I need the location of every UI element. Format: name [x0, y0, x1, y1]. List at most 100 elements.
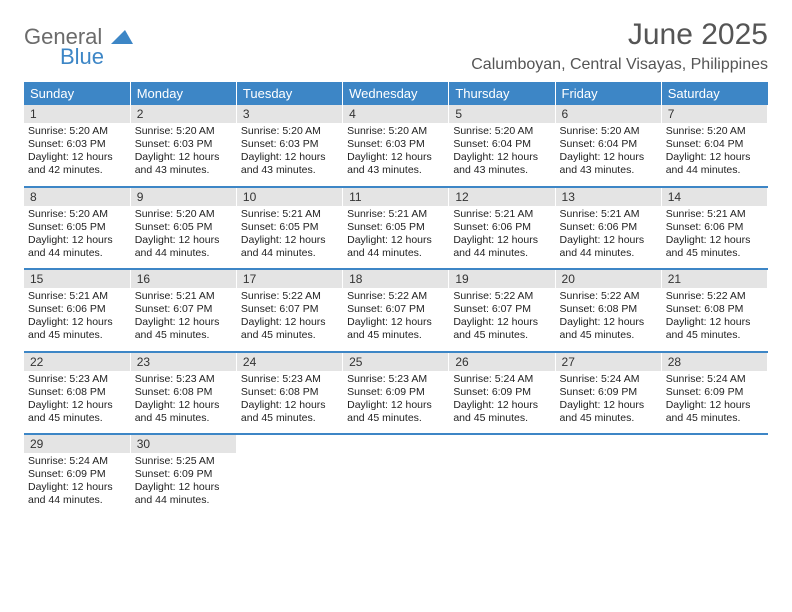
- calendar-day-cell: 11Sunrise: 5:21 AMSunset: 6:05 PMDayligh…: [343, 187, 449, 270]
- sunset-line: Sunset: 6:09 PM: [666, 386, 763, 399]
- sunrise-line: Sunrise: 5:23 AM: [135, 373, 232, 386]
- sunrise-line: Sunrise: 5:25 AM: [135, 455, 232, 468]
- day-number: 6: [556, 105, 661, 123]
- calendar-day-cell: 5Sunrise: 5:20 AMSunset: 6:04 PMDaylight…: [449, 105, 555, 187]
- day-body: Sunrise: 5:21 AMSunset: 6:06 PMDaylight:…: [24, 288, 130, 351]
- sunrise-line: Sunrise: 5:21 AM: [241, 208, 338, 221]
- day-number: 14: [662, 188, 767, 206]
- sunset-line: Sunset: 6:08 PM: [28, 386, 126, 399]
- sunrise-line: Sunrise: 5:20 AM: [666, 125, 763, 138]
- sunset-line: Sunset: 6:03 PM: [135, 138, 232, 151]
- day-body: Sunrise: 5:21 AMSunset: 6:07 PMDaylight:…: [131, 288, 236, 351]
- daylight-line: Daylight: 12 hours and 44 minutes.: [135, 234, 232, 260]
- day-body: Sunrise: 5:20 AMSunset: 6:05 PMDaylight:…: [24, 206, 130, 269]
- day-number: 8: [24, 188, 130, 206]
- sunset-line: Sunset: 6:03 PM: [347, 138, 444, 151]
- daylight-line: Daylight: 12 hours and 45 minutes.: [453, 316, 550, 342]
- daylight-line: Daylight: 12 hours and 45 minutes.: [347, 399, 444, 425]
- sunset-line: Sunset: 6:05 PM: [241, 221, 338, 234]
- calendar-day-cell: 29Sunrise: 5:24 AMSunset: 6:09 PMDayligh…: [24, 434, 130, 516]
- calendar-day-cell: 21Sunrise: 5:22 AMSunset: 6:08 PMDayligh…: [661, 269, 767, 352]
- calendar-day-cell: 3Sunrise: 5:20 AMSunset: 6:03 PMDaylight…: [236, 105, 342, 187]
- day-number: 2: [131, 105, 236, 123]
- day-body: Sunrise: 5:21 AMSunset: 6:05 PMDaylight:…: [237, 206, 342, 269]
- header: General Blue June 2025 Calumboyan, Centr…: [24, 18, 768, 74]
- weekday-header: Wednesday: [343, 82, 449, 105]
- day-body: Sunrise: 5:20 AMSunset: 6:04 PMDaylight:…: [449, 123, 554, 186]
- sunset-line: Sunset: 6:07 PM: [453, 303, 550, 316]
- calendar-day-cell: 1Sunrise: 5:20 AMSunset: 6:03 PMDaylight…: [24, 105, 130, 187]
- sunset-line: Sunset: 6:08 PM: [666, 303, 763, 316]
- calendar-day-cell: 24Sunrise: 5:23 AMSunset: 6:08 PMDayligh…: [236, 352, 342, 435]
- calendar-day-cell: 17Sunrise: 5:22 AMSunset: 6:07 PMDayligh…: [236, 269, 342, 352]
- weekday-header: Friday: [555, 82, 661, 105]
- day-number: 28: [662, 353, 767, 371]
- sunrise-line: Sunrise: 5:21 AM: [560, 208, 657, 221]
- day-number: 30: [131, 435, 236, 453]
- calendar-day-cell: 2Sunrise: 5:20 AMSunset: 6:03 PMDaylight…: [130, 105, 236, 187]
- day-number: 16: [131, 270, 236, 288]
- sunrise-line: Sunrise: 5:22 AM: [347, 290, 444, 303]
- calendar-day-cell: 7Sunrise: 5:20 AMSunset: 6:04 PMDaylight…: [661, 105, 767, 187]
- sunset-line: Sunset: 6:07 PM: [241, 303, 338, 316]
- calendar-day-cell: 12Sunrise: 5:21 AMSunset: 6:06 PMDayligh…: [449, 187, 555, 270]
- day-body: Sunrise: 5:25 AMSunset: 6:09 PMDaylight:…: [131, 453, 236, 516]
- day-number: 13: [556, 188, 661, 206]
- daylight-line: Daylight: 12 hours and 43 minutes.: [241, 151, 338, 177]
- day-body: Sunrise: 5:21 AMSunset: 6:06 PMDaylight:…: [449, 206, 554, 269]
- daylight-line: Daylight: 12 hours and 45 minutes.: [135, 316, 232, 342]
- day-number: 1: [24, 105, 130, 123]
- sunrise-line: Sunrise: 5:21 AM: [453, 208, 550, 221]
- day-number: 7: [662, 105, 767, 123]
- sunrise-line: Sunrise: 5:20 AM: [135, 208, 232, 221]
- sunset-line: Sunset: 6:03 PM: [28, 138, 126, 151]
- day-body: Sunrise: 5:22 AMSunset: 6:07 PMDaylight:…: [449, 288, 554, 351]
- sunset-line: Sunset: 6:03 PM: [241, 138, 338, 151]
- day-number: 23: [131, 353, 236, 371]
- calendar-day-cell: 26Sunrise: 5:24 AMSunset: 6:09 PMDayligh…: [449, 352, 555, 435]
- day-number: 5: [449, 105, 554, 123]
- sunset-line: Sunset: 6:07 PM: [135, 303, 232, 316]
- sunset-line: Sunset: 6:04 PM: [453, 138, 550, 151]
- daylight-line: Daylight: 12 hours and 44 minutes.: [560, 234, 657, 260]
- daylight-line: Daylight: 12 hours and 45 minutes.: [453, 399, 550, 425]
- sunrise-line: Sunrise: 5:24 AM: [666, 373, 763, 386]
- title-block: June 2025 Calumboyan, Central Visayas, P…: [471, 18, 768, 74]
- daylight-line: Daylight: 12 hours and 45 minutes.: [28, 399, 126, 425]
- day-body: Sunrise: 5:21 AMSunset: 6:06 PMDaylight:…: [556, 206, 661, 269]
- sunset-line: Sunset: 6:09 PM: [135, 468, 232, 481]
- sunset-line: Sunset: 6:09 PM: [560, 386, 657, 399]
- calendar-day-cell: [555, 434, 661, 516]
- sunset-line: Sunset: 6:09 PM: [347, 386, 444, 399]
- day-body: Sunrise: 5:22 AMSunset: 6:07 PMDaylight:…: [237, 288, 342, 351]
- day-body: Sunrise: 5:24 AMSunset: 6:09 PMDaylight:…: [24, 453, 130, 516]
- calendar-day-cell: 28Sunrise: 5:24 AMSunset: 6:09 PMDayligh…: [661, 352, 767, 435]
- day-body: Sunrise: 5:23 AMSunset: 6:08 PMDaylight:…: [237, 371, 342, 434]
- calendar-day-cell: [236, 434, 342, 516]
- calendar-day-cell: 4Sunrise: 5:20 AMSunset: 6:03 PMDaylight…: [343, 105, 449, 187]
- sunset-line: Sunset: 6:05 PM: [347, 221, 444, 234]
- sunset-line: Sunset: 6:07 PM: [347, 303, 444, 316]
- sunrise-line: Sunrise: 5:20 AM: [453, 125, 550, 138]
- sunrise-line: Sunrise: 5:24 AM: [560, 373, 657, 386]
- sunrise-line: Sunrise: 5:20 AM: [135, 125, 232, 138]
- day-body: Sunrise: 5:20 AMSunset: 6:03 PMDaylight:…: [131, 123, 236, 186]
- daylight-line: Daylight: 12 hours and 44 minutes.: [241, 234, 338, 260]
- daylight-line: Daylight: 12 hours and 43 minutes.: [453, 151, 550, 177]
- sunrise-line: Sunrise: 5:22 AM: [453, 290, 550, 303]
- sunset-line: Sunset: 6:06 PM: [453, 221, 550, 234]
- daylight-line: Daylight: 12 hours and 44 minutes.: [28, 481, 126, 507]
- weekday-header: Monday: [130, 82, 236, 105]
- daylight-line: Daylight: 12 hours and 45 minutes.: [28, 316, 126, 342]
- day-body: Sunrise: 5:23 AMSunset: 6:09 PMDaylight:…: [343, 371, 448, 434]
- sunset-line: Sunset: 6:08 PM: [241, 386, 338, 399]
- day-body: Sunrise: 5:22 AMSunset: 6:07 PMDaylight:…: [343, 288, 448, 351]
- calendar-day-cell: 15Sunrise: 5:21 AMSunset: 6:06 PMDayligh…: [24, 269, 130, 352]
- calendar-day-cell: [661, 434, 767, 516]
- calendar-day-cell: 30Sunrise: 5:25 AMSunset: 6:09 PMDayligh…: [130, 434, 236, 516]
- calendar-day-cell: 25Sunrise: 5:23 AMSunset: 6:09 PMDayligh…: [343, 352, 449, 435]
- calendar-day-cell: 13Sunrise: 5:21 AMSunset: 6:06 PMDayligh…: [555, 187, 661, 270]
- sunset-line: Sunset: 6:04 PM: [560, 138, 657, 151]
- day-number: 11: [343, 188, 448, 206]
- day-body: Sunrise: 5:22 AMSunset: 6:08 PMDaylight:…: [662, 288, 767, 351]
